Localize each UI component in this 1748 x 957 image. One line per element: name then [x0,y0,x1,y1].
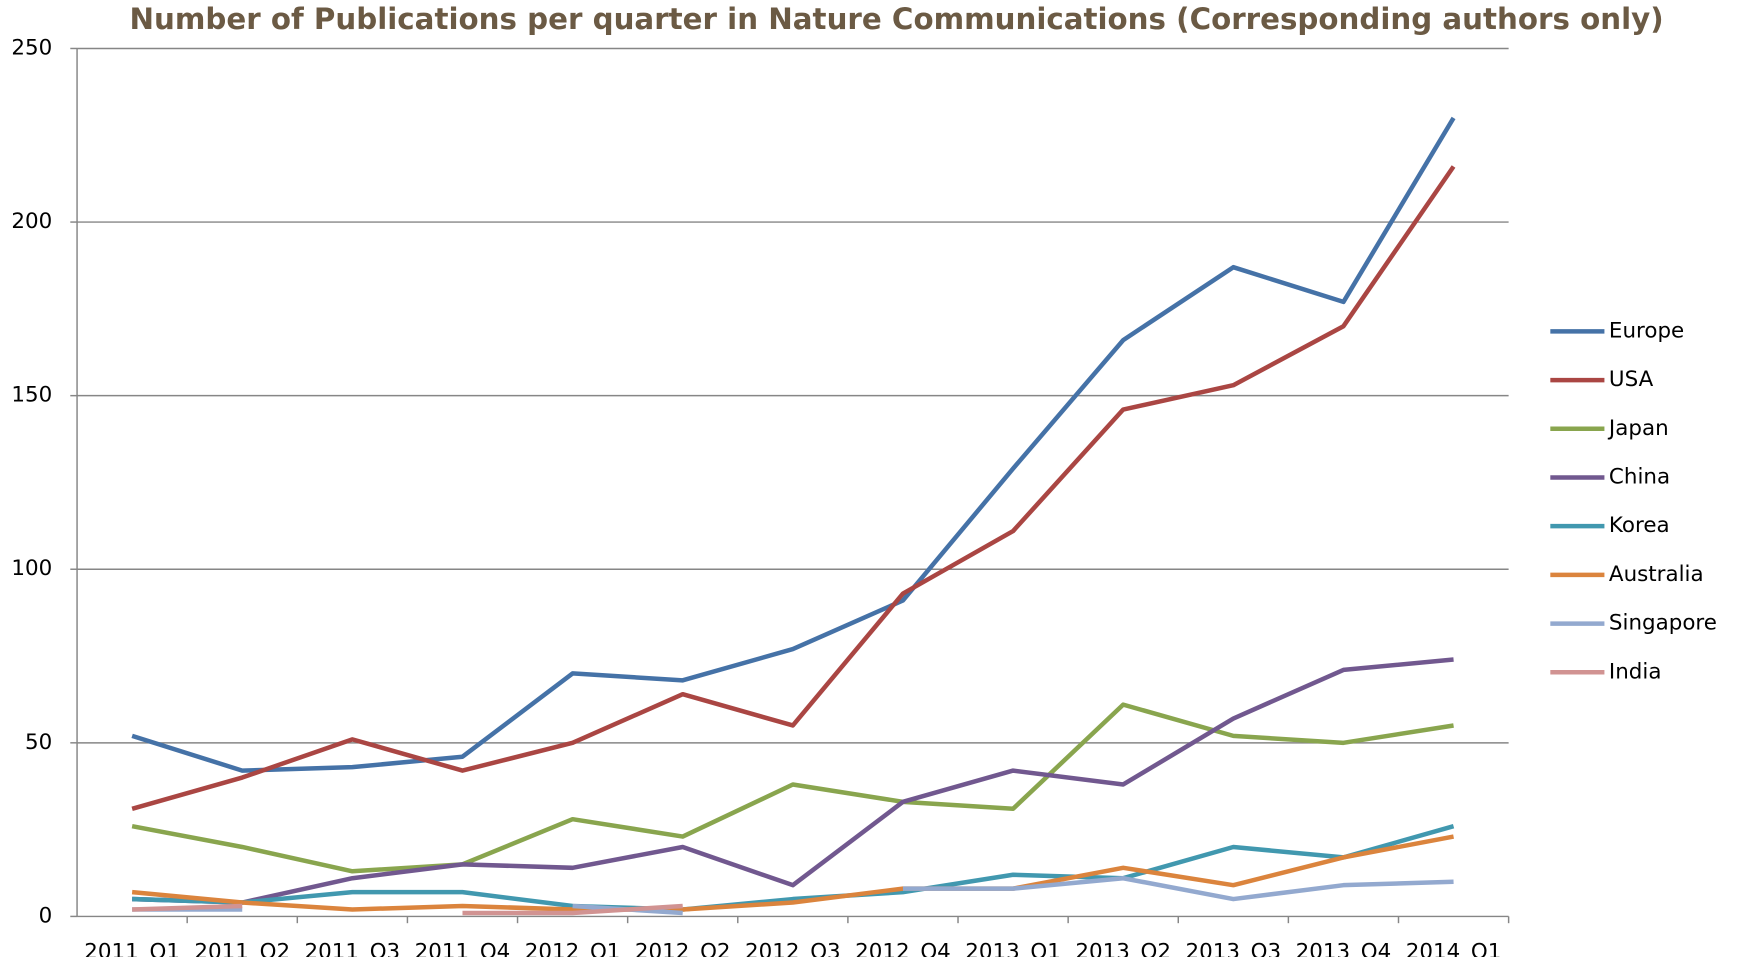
series-line [131,834,1454,912]
legend-label: China [1609,464,1670,489]
y-tick-label: 200 [11,209,52,234]
x-tick-label: 2012_Q4 [855,939,951,957]
legend-label: Korea [1609,513,1670,538]
x-tick-label: 2013_Q1 [965,939,1061,957]
x-tick-label: 2013_Q2 [1075,939,1171,957]
legend-label: India [1609,659,1662,684]
x-tick-label: 2011_Q4 [415,939,511,957]
legend-label: USA [1609,367,1654,392]
y-tick-label: 150 [11,383,52,408]
x-tick-label: 2013_Q3 [1185,939,1281,957]
series-line [132,823,1455,912]
x-tick-label: 2011_Q3 [305,939,401,957]
series-line [131,165,1456,811]
x-tick-label: 2014_Q1 [1406,939,1502,957]
legend-label: Singapore [1609,611,1717,636]
series-line [131,116,1456,773]
series-line [131,702,1454,874]
legend-label: Europe [1609,318,1684,343]
y-tick-label: 50 [25,730,52,755]
x-tick-label: 2013_Q4 [1296,939,1392,957]
y-tick-label: 0 [39,903,53,928]
y-tick-label: 250 [11,35,52,60]
x-tick-label: 2012_Q2 [635,939,731,957]
x-tick-label: 2011_Q2 [194,939,290,957]
x-tick-label: 2011_Q1 [84,939,180,957]
x-tick-label: 2012_Q3 [745,939,841,957]
chart-title: Number of Publications per quarter in Na… [129,2,1663,36]
legend-label: Australia [1609,562,1704,587]
series-line [132,903,683,916]
x-tick-label: 2012_Q1 [525,939,621,957]
legend-label: Japan [1607,416,1669,441]
y-tick-label: 100 [11,556,52,581]
series-line [132,657,1454,905]
